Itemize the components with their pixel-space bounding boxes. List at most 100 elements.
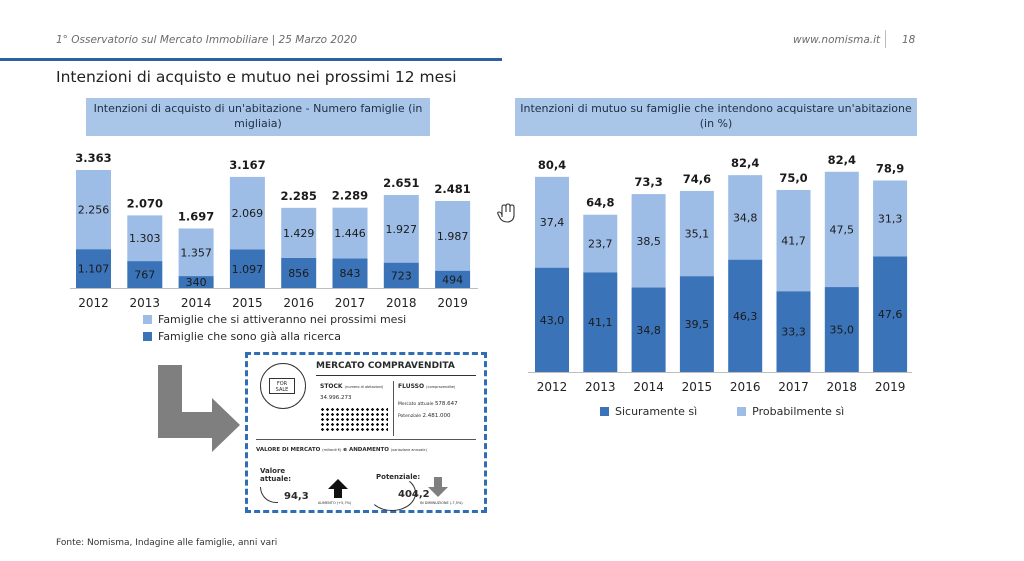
data-label-total: 3.167 [229,158,265,172]
x-tick-label: 2012 [78,296,109,310]
house-icon-circle: FOR SALE [260,363,306,409]
data-label-dark: 1.097 [232,263,264,276]
data-label-dark: 33,3 [781,326,806,339]
stock-value: 34.996.273 [320,395,352,401]
andamento-label: e ANDAMENTO [343,447,389,453]
bar-segment-light [435,200,471,271]
flusso-label: FLUSSO (compravendite) [398,383,455,390]
bar-segment-dark [728,259,763,372]
data-label-total: 80,4 [538,158,566,172]
data-label-light: 1.927 [386,223,418,236]
potenziale2-value: 404,2 [398,489,430,500]
pointer-hand-icon [497,203,515,223]
arrow-up-stem [334,489,342,498]
bar-segment-dark [873,256,908,372]
legend-swatch [143,332,152,341]
bar-segment-light [873,180,908,257]
bar-segment-dark [824,287,859,372]
data-label-light: 41,7 [781,235,806,248]
diminuzione-note: IN DIMINUZIONE (-7,5%) [420,501,463,505]
bar-segment-light [229,176,265,250]
flusso-label-text: FLUSSO [398,383,425,390]
data-label-dark: 35,0 [830,324,855,337]
chart2-legend: Sicuramente sì Probabilmente sì [600,405,844,418]
data-label-dark: 47,6 [878,308,903,321]
andamento-note: (variazione annuale) [390,448,427,452]
x-tick-label: 2016 [283,296,314,310]
data-label-light: 23,7 [588,237,613,250]
data-label-dark: 39,5 [685,318,710,331]
potenziale-row: Potenziale 2.481.000 [398,413,451,419]
legend-swatch [143,315,152,324]
x-tick-label: 2015 [682,380,713,394]
legend-swatch [737,407,747,416]
infobox-title: MERCATO COMPRAVENDITA [316,361,455,371]
data-label-dark: 46,3 [733,310,758,323]
data-label-total: 73,3 [634,175,662,189]
bar-segment-dark [435,270,471,288]
bar-segment-light [824,171,859,288]
infobox-hrule [256,439,476,440]
mercato-attuale-label: Mercato attuale [398,402,434,407]
x-tick-label: 2018 [386,296,417,310]
bar-segment-light [383,195,419,263]
data-label-dark: 767 [134,269,155,282]
data-label-total: 1.697 [178,209,214,223]
chart1-legend-item-dark: Famiglie che sono già alla ricerca [143,330,406,343]
bar-segment-light [76,170,111,250]
mercato-attuale-value: 578.647 [434,401,458,407]
legend-label: Famiglie che sono già alla ricerca [158,330,341,343]
bar-segment-light [583,214,618,273]
bar-segment-dark [679,276,714,372]
data-label-total: 64,8 [586,196,614,210]
flusso-note: (compravendite) [426,385,456,389]
data-label-total: 2.285 [281,189,317,203]
header-site: www.nomisma.it [793,34,881,46]
bar-segment-light [281,207,317,258]
data-label-light: 38,5 [636,235,661,248]
data-label-total: 3.363 [75,151,111,165]
chart2-title-text: Intenzioni di mutuo su famiglie che inte… [520,102,912,130]
stock-label-text: STOCK [320,383,343,390]
chart1-title-text: Intenzioni di acquisto di un'abitazione … [93,102,423,130]
x-tick-label: 2015 [232,296,263,310]
legend-label: Probabilmente sì [752,405,845,418]
data-label-total: 74,6 [683,172,711,186]
potenziale2-label: Potenziale: [376,473,421,481]
potenziale-value: 2.481.000 [422,413,451,419]
arrow-down-right-icon [158,365,240,452]
bar-segment-dark [127,261,163,288]
valore-attuale-value: 94,3 [284,491,309,502]
x-tick-label: 2013 [130,296,161,310]
chart1-legend: Famiglie che si attiveranno nei prossimi… [143,313,406,343]
arrow-down-stem [434,477,442,487]
chart1-title: Intenzioni di acquisto di un'abitazione … [86,98,430,136]
chart1-legend-item-light: Famiglie che si attiveranno nei prossimi… [143,313,406,326]
x-tick-label: 2014 [181,296,212,310]
chart2-legend-item-dark: Sicuramente sì [600,405,697,418]
data-label-dark: 41,1 [588,316,613,329]
potenziale-label: Potenziale [398,414,422,419]
chart2-legend-item-light: Probabilmente sì [737,405,844,418]
data-label-dark: 494 [442,273,463,286]
legend-label: Sicuramente sì [615,405,698,418]
valore-label: VALORE DI MERCATO [256,447,321,453]
chart2-title: Intenzioni di mutuo su famiglie che inte… [515,98,917,136]
legend-swatch [600,407,609,416]
data-label-total: 78,9 [876,161,904,175]
valore-heading: VALORE DI MERCATO (miliardi €) e ANDAMEN… [256,447,427,453]
data-label-light: 2.256 [78,204,110,217]
data-label-dark: 843 [340,267,361,280]
infobox-vrule [393,381,394,436]
bar-segment-dark [535,267,569,372]
stock-note: (numero di abitazioni) [344,385,384,389]
bar-segment-light [776,189,811,292]
bar-segment-light [535,176,569,268]
bar-segment-light [631,194,666,288]
chart2: 43,0 37,4 80,4 2012 41,1 23,7 64,8 2013 34,8 38,5… [528,153,912,394]
data-label-total: 2.289 [332,189,368,203]
source-footnote: Fonte: Nomisma, Indagine alle famiglie, … [56,538,278,548]
x-tick-label: 2013 [585,380,616,394]
x-tick-label: 2019 [875,380,906,394]
